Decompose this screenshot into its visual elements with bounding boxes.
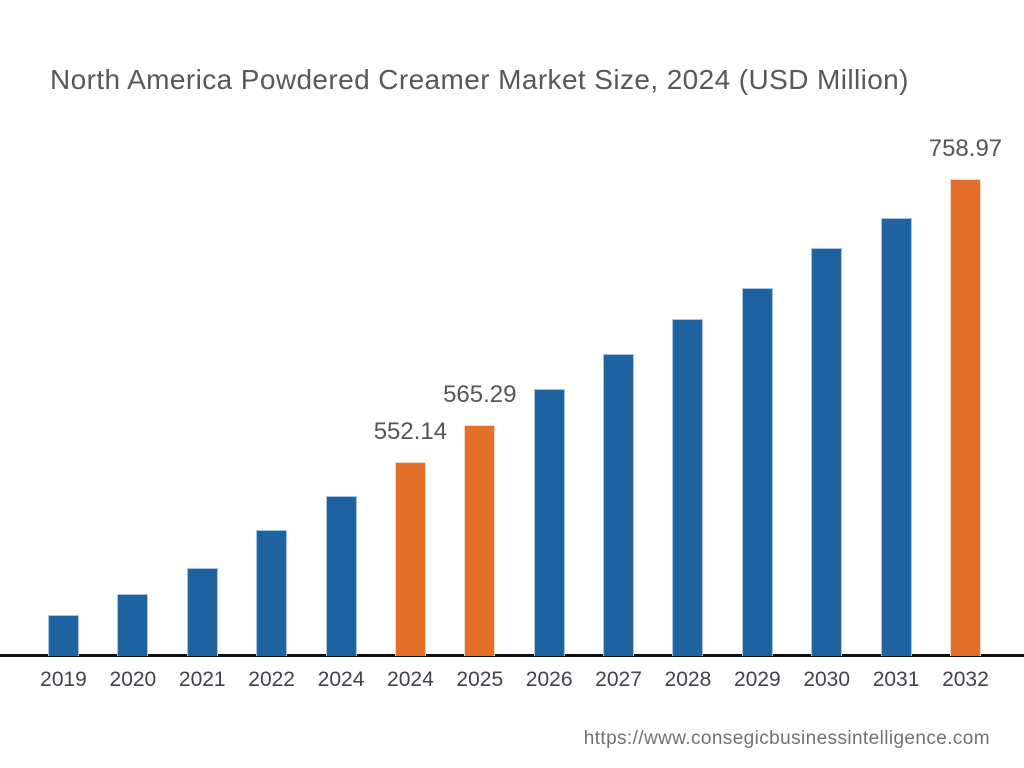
bar-5-2024 [394,462,426,656]
bar-9-2028 [672,319,704,656]
x-tick-11-2030: 2030 [803,668,851,691]
x-tick-2-2021: 2021 [178,668,226,691]
bar-0-2019 [48,615,79,656]
x-tick-13-2032: 2032 [942,668,989,691]
x-tick-1-2020: 2020 [109,668,157,691]
bar-3-2022 [256,530,288,656]
bar-value-label-2024: 552.14 [373,418,448,445]
source-url-text: https://www.consegicbusinessintelligence… [583,728,990,749]
bar-value-label-2025: 565.29 [443,381,517,408]
bar-2-2021 [186,568,218,656]
bar-12-2031 [880,218,912,656]
bar-8-2027 [603,354,635,656]
x-tick-12-2031: 2031 [872,668,920,691]
bar-value-label-2032: 758.97 [928,135,1003,162]
bar-10-2029 [741,288,773,656]
x-tick-10-2029: 2029 [733,668,781,691]
x-tick-5-2024: 2024 [387,668,434,691]
x-tick-8-2027: 2027 [595,668,642,691]
bar-11-2030 [811,248,843,656]
x-tick-7-2026: 2026 [525,668,573,691]
bar-7-2026 [533,389,565,656]
bar-1-2020 [117,594,149,656]
chart-title: North America Powdered Creamer Market Si… [50,64,909,95]
x-axis-line [0,654,1024,657]
bar-4-2024 [325,496,357,656]
bar-6-2025 [464,425,496,656]
x-tick-9-2028: 2028 [664,668,712,691]
x-tick-3-2022: 2022 [248,668,295,691]
x-tick-4-2024: 2024 [317,668,365,691]
bar-13-2032 [949,179,981,656]
x-tick-0-2019: 2019 [40,668,87,691]
x-tick-6-2025: 2025 [456,668,504,691]
